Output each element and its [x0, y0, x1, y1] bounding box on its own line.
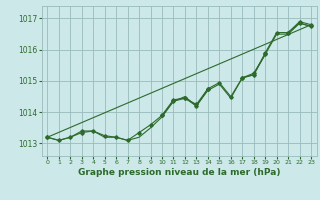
X-axis label: Graphe pression niveau de la mer (hPa): Graphe pression niveau de la mer (hPa) [78, 168, 280, 177]
